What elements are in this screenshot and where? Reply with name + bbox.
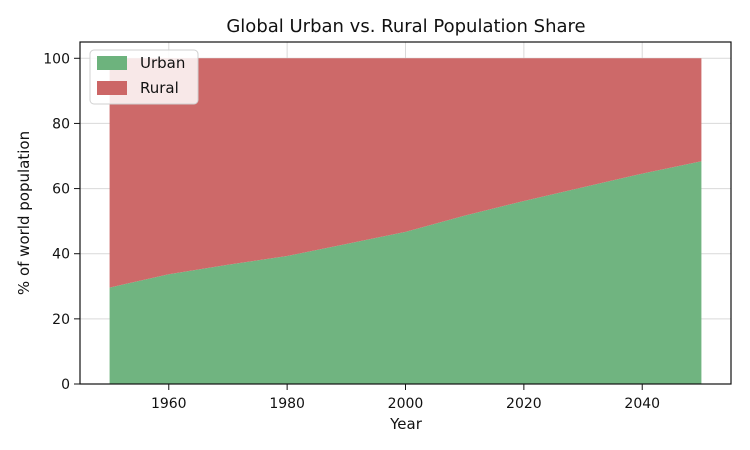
y-tick-label: 60 [52,182,70,198]
area-urban [109,161,702,384]
x-axis-label: Year [389,415,423,433]
legend-swatch-urban [97,56,127,70]
x-tick-label: 1980 [269,396,305,412]
y-tick-label: 0 [61,377,70,393]
y-axis-label: % of world population [15,131,33,295]
x-tick-label: 2020 [506,396,542,412]
x-tick-label: 1960 [151,396,187,412]
y-tick-label: 100 [43,51,70,67]
x-tick-label: 2000 [388,396,424,412]
legend-label-rural: Rural [140,79,179,97]
y-tick-label: 20 [52,312,70,328]
legend-swatch-rural [97,81,127,95]
stacked-area-series [109,58,702,384]
y-tick-label: 80 [52,116,70,132]
area-rural [109,58,702,288]
chart-title: Global Urban vs. Rural Population Share [226,16,585,37]
x-tick-label: 2040 [624,396,660,412]
legend: Urban Rural [89,49,199,105]
legend-label-urban: Urban [140,54,185,72]
y-tick-label: 40 [52,247,70,263]
